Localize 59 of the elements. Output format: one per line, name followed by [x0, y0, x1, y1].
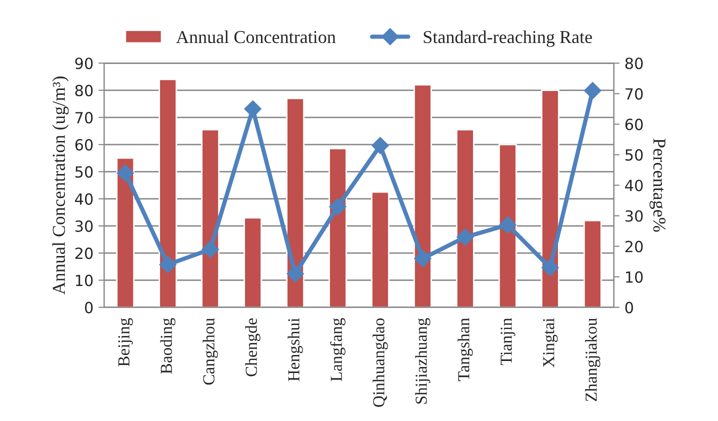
bar — [371, 191, 390, 308]
y-tick-label: 20 — [75, 248, 93, 260]
y-tick-label: 0 — [84, 302, 93, 314]
y2-axis-title: Percentage% — [650, 138, 666, 232]
bar — [328, 148, 347, 308]
x-tick-label: Tianjin — [500, 318, 516, 365]
y2-tick-label: 80 — [625, 58, 643, 70]
point — [372, 137, 389, 154]
y2-tick-label: 50 — [625, 149, 643, 161]
point — [584, 82, 602, 100]
bar — [583, 220, 602, 308]
y-tick-label: 40 — [75, 193, 93, 205]
y-tick-label: 50 — [75, 166, 93, 178]
y2-tick-label: 20 — [625, 240, 643, 252]
y-axis-title: Annual Concentration (ug/m³) — [52, 76, 69, 295]
y-tick-label: 10 — [76, 274, 93, 286]
x-tick-label: Baoding — [160, 318, 176, 374]
y2-tick-label: 30 — [625, 210, 643, 222]
bar — [540, 90, 560, 308]
point — [542, 259, 559, 276]
x-tick-label: Hengshui — [288, 318, 303, 382]
x-tick-label: Tangshan — [458, 318, 473, 382]
y-tick-label: 80 — [75, 84, 93, 96]
y-tick-label: 60 — [75, 139, 93, 151]
point — [414, 250, 432, 268]
y-tick-label: 70 — [76, 112, 93, 124]
y2-tick-label: 0 — [625, 302, 634, 314]
bar — [498, 144, 517, 308]
x-tick-label: Chengde — [245, 318, 260, 376]
y-tick-label: 30 — [75, 220, 93, 232]
point — [116, 164, 134, 182]
point — [456, 228, 474, 246]
x-tick-label: Cangzhou — [202, 318, 218, 385]
point — [159, 256, 176, 274]
y2-tick-label: 40 — [625, 180, 643, 192]
point — [202, 240, 219, 258]
bar — [201, 128, 220, 308]
bar — [456, 128, 474, 308]
y2-tick-label: 10 — [626, 271, 643, 283]
bar — [158, 78, 178, 308]
point — [286, 265, 304, 282]
bar — [244, 217, 262, 308]
bar — [414, 84, 432, 308]
y2-tick-label: 70 — [626, 88, 643, 100]
bar — [116, 157, 135, 308]
x-tick-label: Xingtai — [543, 318, 558, 368]
y-tick-label: 90 — [75, 58, 93, 70]
x-tick-label: Beijing — [118, 318, 133, 366]
x-tick-label: Shijiazhuang — [415, 318, 430, 404]
x-tick-label: Zhangjiakou — [585, 318, 600, 402]
point — [329, 198, 346, 216]
legend-label: Standard-reaching Rate — [424, 30, 592, 47]
x-tick-label: Qinhuangdao — [372, 318, 388, 407]
x-tick-label: Langfang — [330, 318, 346, 382]
y2-tick-label: 60 — [625, 118, 643, 130]
legend-label: Annual Concentration — [176, 30, 336, 44]
point — [244, 100, 262, 118]
bar — [286, 98, 304, 308]
point — [499, 216, 516, 234]
